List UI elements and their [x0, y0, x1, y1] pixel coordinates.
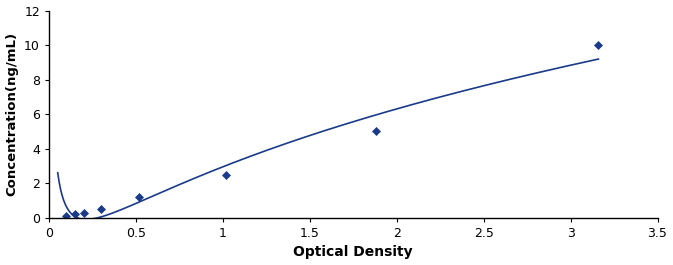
Y-axis label: Concentration(ng/mL): Concentration(ng/mL) — [5, 32, 19, 196]
X-axis label: Optical Density: Optical Density — [293, 245, 413, 259]
